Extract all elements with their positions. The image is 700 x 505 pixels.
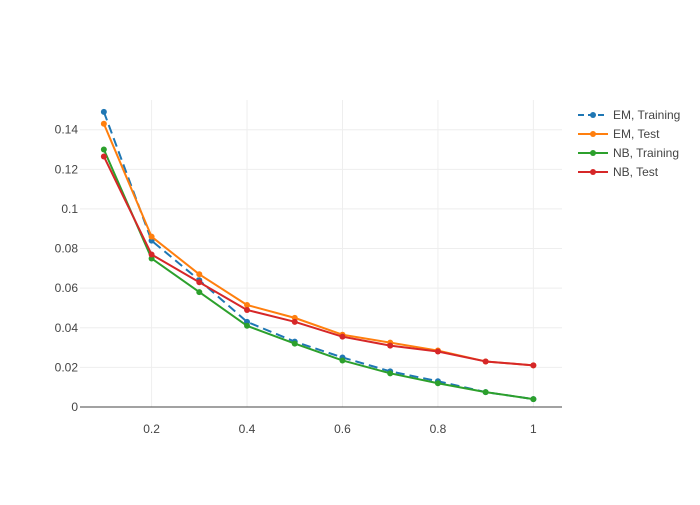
y-tick-label: 0.02 [55, 360, 79, 374]
series-layer [100, 108, 537, 403]
grid-layer [80, 100, 562, 407]
axis-layer: 0.2 0.4 0.6 0.8 1 0 0.02 0.04 0.06 0.08 0.1 0.12 0.1… [55, 123, 562, 436]
legend-label: EM, Test [613, 127, 660, 141]
legend-marker [590, 112, 596, 118]
series-nb-test [100, 153, 537, 369]
legend-item[interactable]: EM, Training [578, 108, 680, 122]
legend-item[interactable]: NB, Test [578, 165, 659, 179]
data-point[interactable] [148, 233, 155, 240]
y-tick-label: 0 [71, 400, 78, 414]
data-point[interactable] [100, 153, 107, 160]
data-point[interactable] [148, 251, 155, 258]
y-tick-label: 0.04 [55, 321, 79, 335]
x-tick-label: 0.2 [143, 422, 160, 436]
data-point[interactable] [100, 120, 107, 127]
legend-marker [590, 150, 596, 156]
data-point[interactable] [339, 357, 346, 364]
data-point[interactable] [244, 322, 251, 329]
data-point[interactable] [387, 342, 394, 349]
legend[interactable]: EM, Training EM, Test NB, Training NB, Test [578, 108, 680, 179]
y-tick-label: 0.14 [55, 123, 79, 137]
data-point[interactable] [530, 362, 537, 369]
series-line [102, 111, 534, 401]
y-tick-label: 0.06 [55, 281, 79, 295]
data-point[interactable] [291, 318, 298, 325]
data-point[interactable] [482, 389, 489, 396]
data-point[interactable] [339, 333, 346, 340]
x-tick-label: 0.6 [334, 422, 351, 436]
data-point[interactable] [291, 340, 298, 347]
data-point[interactable] [244, 301, 251, 308]
x-tick-label: 0.4 [239, 422, 256, 436]
data-point[interactable] [434, 380, 441, 387]
legend-label: EM, Training [613, 108, 680, 122]
data-point[interactable] [530, 396, 537, 403]
series-nb-training [100, 146, 537, 403]
data-point[interactable] [434, 348, 441, 355]
legend-item[interactable]: NB, Training [578, 146, 679, 160]
series-line [102, 156, 534, 367]
data-point[interactable] [482, 358, 489, 365]
series-em-test [100, 120, 537, 369]
legend-item[interactable]: EM, Test [578, 127, 660, 141]
x-tick-label: 1 [530, 422, 537, 436]
x-tick-label: 0.8 [430, 422, 447, 436]
legend-label: NB, Test [613, 165, 659, 179]
data-point[interactable] [244, 306, 251, 313]
data-point[interactable] [196, 289, 203, 296]
data-point[interactable] [196, 271, 203, 278]
y-tick-label: 0.12 [55, 162, 79, 176]
series-line [102, 149, 534, 401]
y-tick-label: 0.08 [55, 242, 79, 256]
data-point[interactable] [100, 146, 107, 153]
legend-marker [590, 131, 596, 137]
legend-label: NB, Training [613, 146, 679, 160]
data-point[interactable] [100, 108, 107, 115]
data-point[interactable] [196, 279, 203, 286]
legend-marker [590, 169, 596, 175]
y-tick-label: 0.1 [61, 202, 78, 216]
data-point[interactable] [387, 370, 394, 377]
